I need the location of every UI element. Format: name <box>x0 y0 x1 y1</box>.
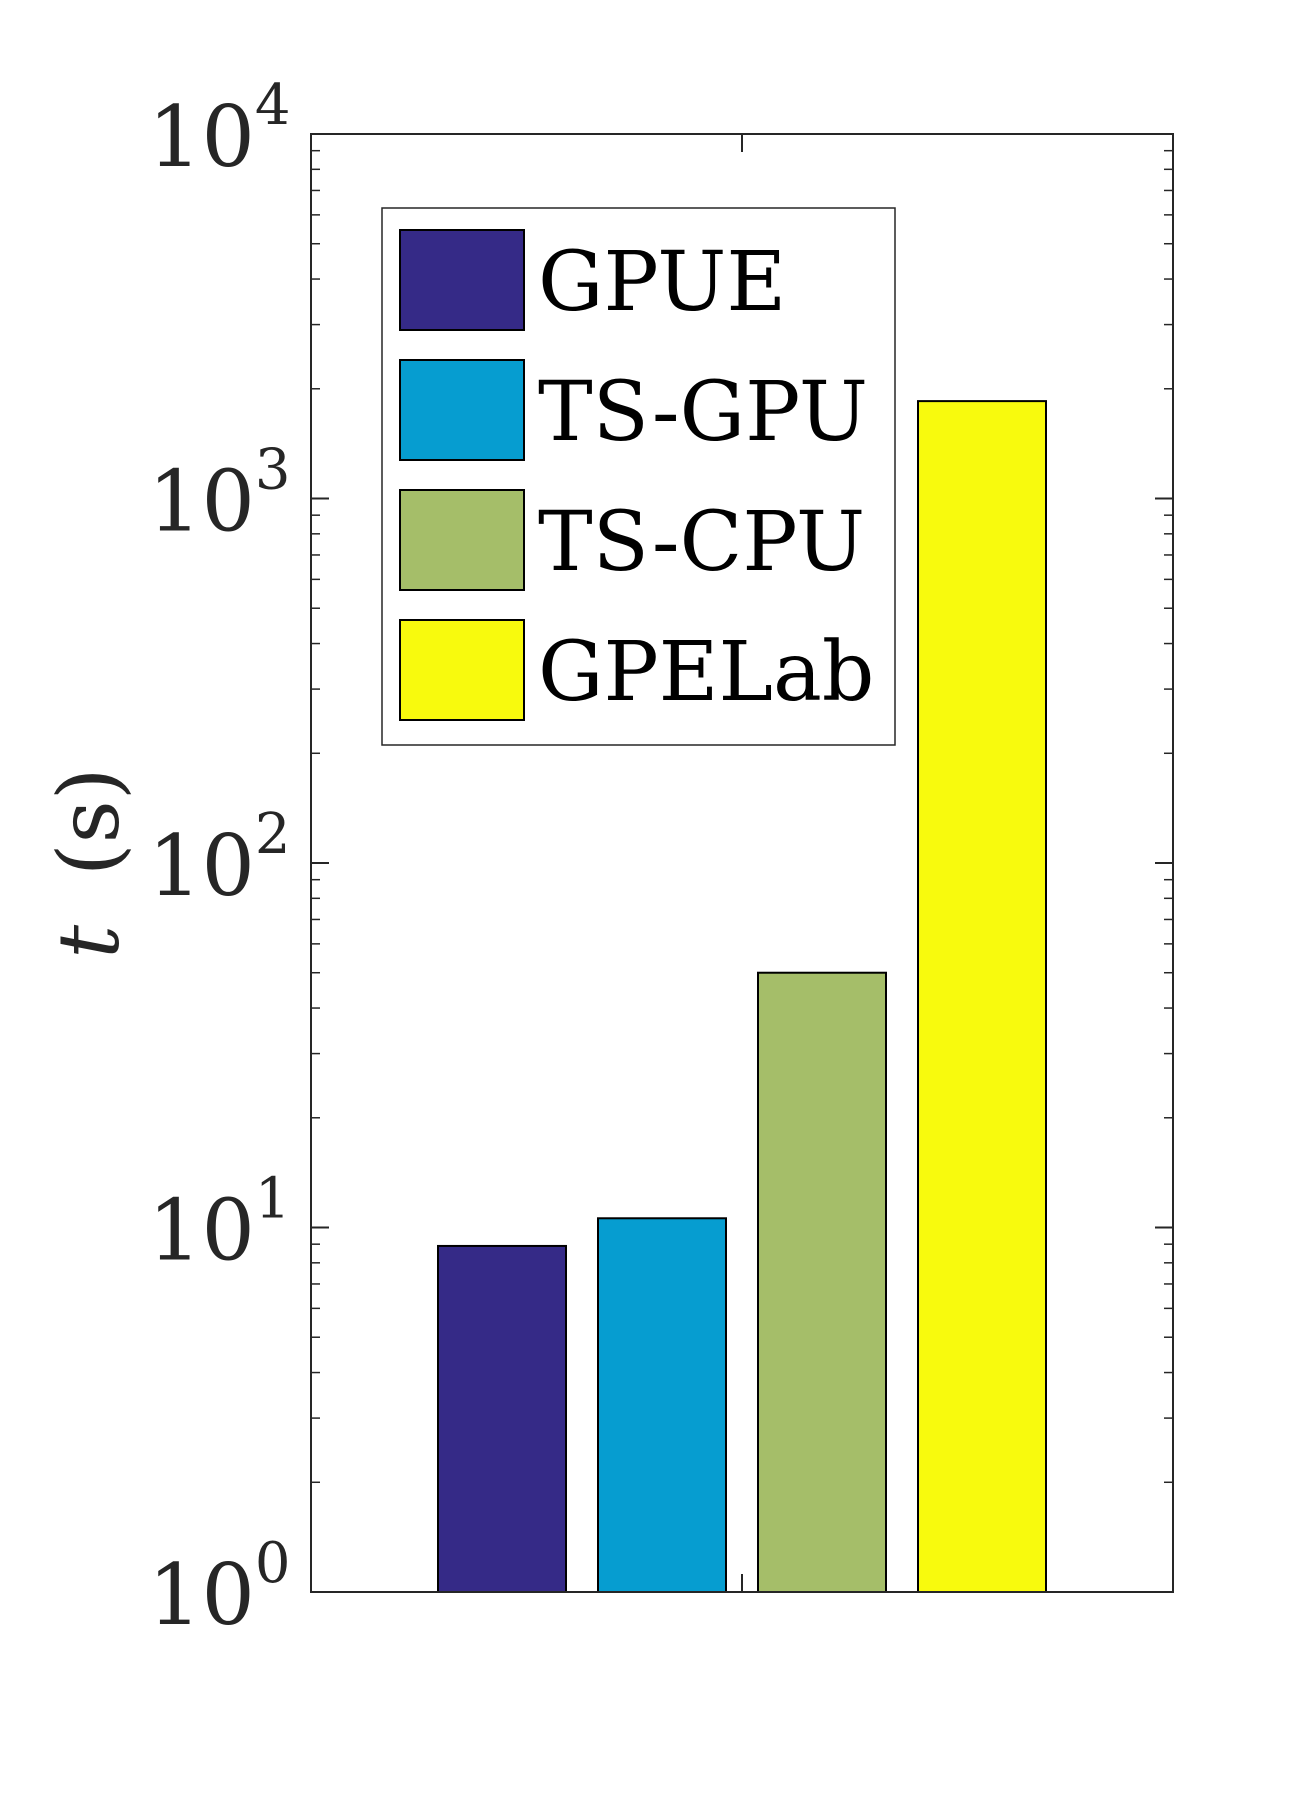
y-tick-label-2: 102 <box>148 802 291 915</box>
y-tick-exponent: 4 <box>255 73 291 138</box>
y-tick-exponent: 1 <box>255 1167 291 1232</box>
legend-label-ts-cpu: TS-CPU <box>538 495 865 590</box>
y-axis-label: t (s) <box>40 767 138 958</box>
y-tick-base: 10 <box>148 817 255 915</box>
bar-ts-cpu <box>757 971 887 1593</box>
y-axis-unit: (s) <box>40 767 138 876</box>
svg-text:t (s): t (s) <box>40 767 138 958</box>
legend-label-ts-gpu: TS-GPU <box>538 365 868 460</box>
bar-gpelab <box>917 400 1047 1594</box>
y-tick-base: 10 <box>148 453 255 551</box>
legend-swatch-gpelab <box>399 619 525 721</box>
legend-swatch-gpue <box>399 229 525 331</box>
y-tick-exponent: 3 <box>255 438 291 503</box>
y-tick-label-0: 100 <box>148 1531 291 1644</box>
legend-swatch-ts-gpu <box>399 359 525 461</box>
y-tick-base: 10 <box>148 1182 255 1280</box>
bar-gpue <box>437 1244 567 1594</box>
bar-ts-gpu <box>597 1217 727 1593</box>
y-tick-label-1: 101 <box>148 1167 291 1280</box>
y-tick-exponent: 2 <box>255 802 291 867</box>
y-tick-label-4: 104 <box>148 73 291 186</box>
y-axis-variable: t <box>40 925 138 959</box>
y-tick-base: 10 <box>148 88 255 186</box>
bars <box>437 400 1047 1594</box>
legend: GPUE TS-GPU TS-CPU GPELab <box>381 207 896 746</box>
y-minor-ticks <box>311 149 1173 1484</box>
plot-frame <box>310 133 1174 1593</box>
y-tick-base: 10 <box>148 1546 255 1644</box>
y-tick-exponent: 0 <box>255 1531 291 1596</box>
legend-swatch-ts-cpu <box>399 489 525 591</box>
y-tick-label-3: 103 <box>148 438 291 551</box>
legend-label-gpelab: GPELab <box>538 625 874 720</box>
legend-label-gpue: GPUE <box>538 235 786 330</box>
